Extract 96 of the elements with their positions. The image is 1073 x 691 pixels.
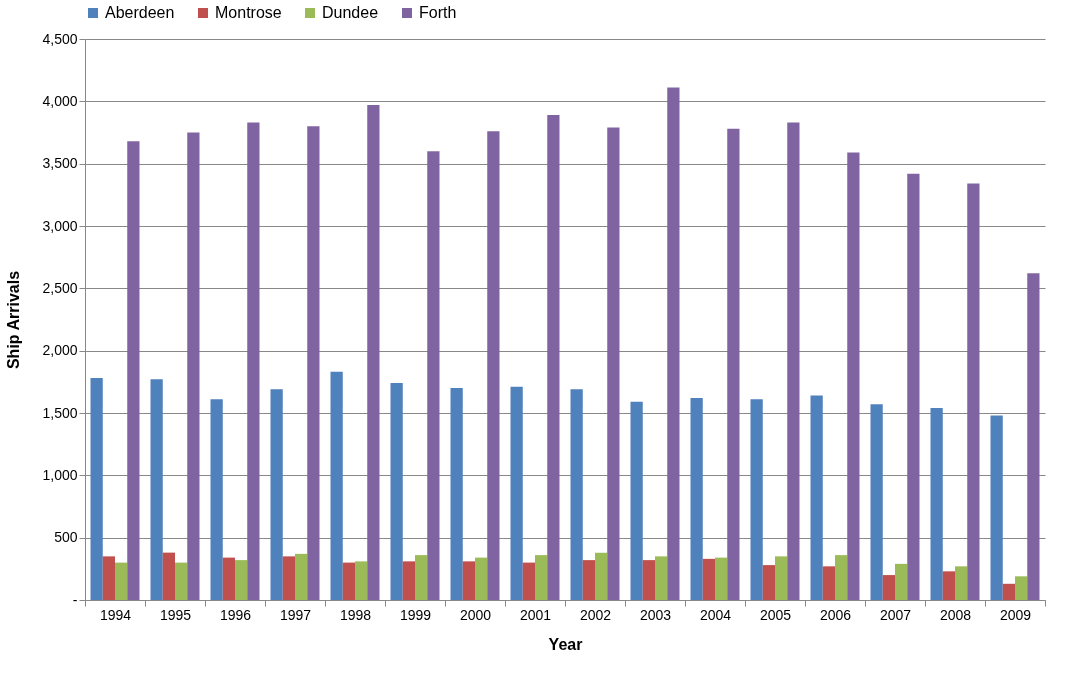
y-tick-label: 4,000 bbox=[42, 92, 78, 109]
bar bbox=[330, 371, 343, 600]
bar bbox=[475, 557, 488, 600]
bar bbox=[510, 386, 523, 600]
bar bbox=[630, 401, 643, 600]
x-axis-title: Year bbox=[548, 635, 583, 653]
x-tick-label: 2002 bbox=[579, 606, 612, 623]
bar bbox=[582, 560, 595, 600]
bar bbox=[390, 383, 403, 600]
bar bbox=[307, 126, 320, 600]
x-tick-label: 1999 bbox=[399, 606, 432, 623]
x-tick-label: 2009 bbox=[999, 606, 1032, 623]
bar bbox=[655, 556, 668, 600]
y-tick-label: 500 bbox=[54, 529, 78, 546]
bar bbox=[595, 552, 608, 600]
y-tick-label: 1,500 bbox=[42, 404, 78, 421]
bar bbox=[762, 565, 775, 600]
bar bbox=[870, 404, 883, 600]
bar bbox=[427, 151, 440, 600]
bar bbox=[1015, 576, 1028, 600]
bar bbox=[90, 378, 103, 600]
bar bbox=[247, 122, 260, 600]
x-tick-label: 2004 bbox=[699, 606, 732, 623]
x-tick-label: 1998 bbox=[339, 606, 372, 623]
bar bbox=[990, 415, 1003, 600]
x-tick-label: 1995 bbox=[159, 606, 192, 623]
bar bbox=[522, 562, 535, 600]
bar bbox=[967, 183, 980, 600]
bar bbox=[367, 105, 380, 600]
x-tick-label: 2001 bbox=[519, 606, 552, 623]
bar bbox=[102, 556, 115, 600]
bar bbox=[750, 399, 763, 600]
y-tick-label: - bbox=[72, 591, 78, 608]
bar bbox=[1002, 583, 1015, 600]
y-tick-label: 2,500 bbox=[42, 279, 78, 296]
bar bbox=[282, 556, 295, 600]
bar bbox=[547, 115, 560, 600]
y-tick-label: 3,000 bbox=[42, 217, 78, 234]
x-tick-label: 1997 bbox=[279, 606, 312, 623]
x-tick-label: 2007 bbox=[879, 606, 912, 623]
bar bbox=[535, 555, 548, 600]
bar bbox=[607, 127, 620, 600]
y-tick-label: 2,000 bbox=[42, 342, 78, 359]
bar bbox=[570, 389, 583, 600]
bar bbox=[847, 152, 860, 600]
bar bbox=[235, 560, 248, 600]
bar bbox=[822, 566, 835, 600]
bar bbox=[175, 562, 188, 600]
legend-label: Forth bbox=[419, 4, 457, 21]
bar bbox=[895, 563, 908, 600]
bar bbox=[690, 398, 703, 600]
x-tick-label: 2006 bbox=[819, 606, 852, 623]
bar bbox=[402, 561, 415, 600]
x-tick-label: 2003 bbox=[639, 606, 672, 623]
x-tick-label: 2008 bbox=[939, 606, 972, 623]
bar bbox=[462, 561, 475, 600]
bar bbox=[942, 571, 955, 600]
bar bbox=[787, 122, 800, 600]
bar bbox=[270, 389, 283, 600]
y-axis-title: Ship Arrivals bbox=[5, 270, 23, 370]
bar bbox=[210, 399, 223, 600]
bar bbox=[342, 562, 355, 600]
x-tick-label: 2005 bbox=[759, 606, 792, 623]
x-tick-label: 1996 bbox=[219, 606, 252, 623]
legend-label: Dundee bbox=[322, 4, 379, 21]
bar bbox=[187, 132, 200, 600]
x-tick-label: 1994 bbox=[99, 606, 132, 623]
bar bbox=[667, 87, 680, 600]
bar bbox=[295, 553, 308, 600]
bar bbox=[702, 558, 715, 600]
bar bbox=[150, 379, 163, 600]
legend-label: Montrose bbox=[215, 4, 282, 21]
bar bbox=[450, 388, 463, 600]
bar bbox=[775, 556, 788, 600]
bar bbox=[222, 557, 235, 600]
bar bbox=[930, 408, 943, 600]
bar bbox=[1027, 273, 1040, 600]
bar bbox=[355, 561, 368, 600]
bar bbox=[415, 555, 428, 600]
bar bbox=[955, 566, 968, 600]
bar bbox=[882, 575, 895, 600]
bar bbox=[115, 562, 128, 600]
bar bbox=[810, 395, 823, 600]
bar bbox=[907, 173, 920, 600]
y-tick-label: 1,000 bbox=[42, 466, 78, 483]
bar bbox=[835, 555, 848, 600]
bar bbox=[487, 131, 500, 600]
bar bbox=[727, 128, 740, 600]
y-tick-label: 4,500 bbox=[42, 30, 78, 47]
bar bbox=[162, 552, 175, 600]
y-tick-label: 3,500 bbox=[42, 155, 78, 172]
x-tick-label: 2000 bbox=[459, 606, 492, 623]
legend-label: Aberdeen bbox=[105, 4, 175, 21]
bar bbox=[127, 141, 140, 600]
bar bbox=[642, 560, 655, 600]
bar bbox=[715, 557, 728, 600]
